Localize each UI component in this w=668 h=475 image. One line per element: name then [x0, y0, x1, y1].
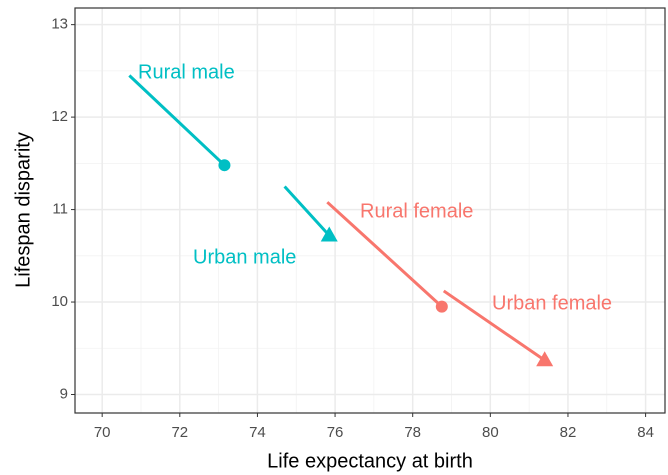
point-label: Rural male — [138, 61, 235, 83]
x-tick-label: 78 — [404, 424, 421, 441]
point-label: Rural female — [360, 200, 473, 222]
segment — [128, 74, 226, 167]
y-axis-title: Lifespan disparity — [12, 132, 34, 288]
x-tick-label: 74 — [249, 424, 266, 441]
point-label: Urban female — [492, 292, 612, 314]
panel-border — [74, 7, 666, 414]
y-tick-label: 12 — [51, 108, 68, 125]
x-tick-label: 82 — [560, 424, 577, 441]
segment — [326, 201, 443, 308]
x-tick-label: 72 — [171, 424, 188, 441]
point — [320, 226, 338, 242]
x-tick-label: 84 — [637, 424, 654, 441]
segment — [442, 289, 546, 362]
y-tick-label: 9 — [60, 385, 68, 402]
segment — [283, 185, 331, 237]
x-tick-label: 80 — [482, 424, 499, 441]
panel — [75, 8, 665, 413]
point-label: Urban male — [193, 246, 296, 268]
point — [218, 159, 231, 172]
y-tick-label: 10 — [51, 293, 68, 310]
y-tick-label: 13 — [51, 16, 68, 33]
y-tick-label: 11 — [52, 201, 68, 218]
point — [435, 300, 448, 313]
x-tick-label: 70 — [94, 424, 111, 441]
x-tick-label: 76 — [327, 424, 344, 441]
x-axis-title: Life expectancy at birth — [267, 450, 473, 472]
point — [536, 351, 554, 367]
